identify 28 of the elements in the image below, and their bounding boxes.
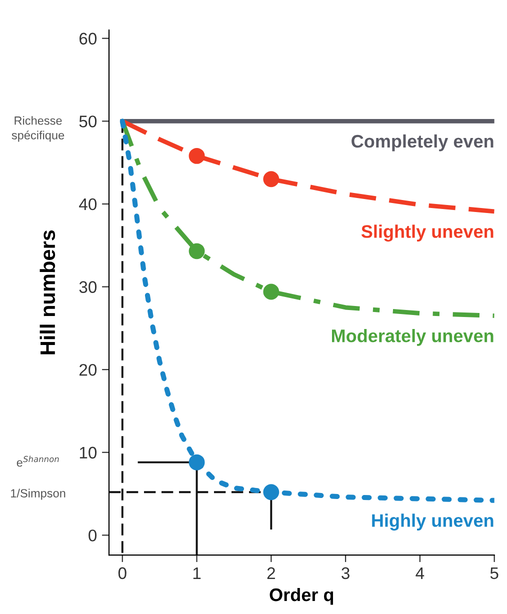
x-tick-label: 0	[118, 567, 126, 580]
series-label: Moderately uneven	[332, 329, 494, 346]
x-tick-label: 5	[490, 567, 498, 580]
text: 1/Simpson	[11, 488, 66, 500]
x-axis-title: Order q	[270, 588, 334, 605]
text: Richesse spécifique	[12, 116, 64, 142]
y-tick-label: 10	[80, 446, 97, 459]
y-tick-label: 0	[88, 530, 97, 542]
y-tick-label: 20	[80, 364, 97, 376]
y-tick-label: 40	[79, 198, 97, 210]
x-tick-label: 1	[193, 567, 201, 579]
point	[263, 484, 280, 500]
series-label: Slightly uneven	[361, 224, 494, 242]
series-label: Completely even	[352, 134, 494, 152]
point	[188, 148, 205, 164]
point	[263, 171, 280, 188]
y-tick-label: 50	[79, 116, 97, 128]
point	[188, 243, 205, 260]
x-tick-label: 4	[416, 567, 424, 579]
x-tick-label: 2	[267, 567, 275, 579]
x-tick-label: 3	[342, 567, 350, 580]
point	[188, 454, 205, 470]
y-axis-title: Hill numbers	[40, 230, 56, 354]
y-tick-label: 60	[80, 32, 97, 45]
series-label: Highly uneven	[372, 514, 494, 531]
point	[263, 284, 280, 300]
y-tick-label: 30	[79, 281, 97, 293]
text: e$^{Shannon}$	[16, 456, 59, 467]
